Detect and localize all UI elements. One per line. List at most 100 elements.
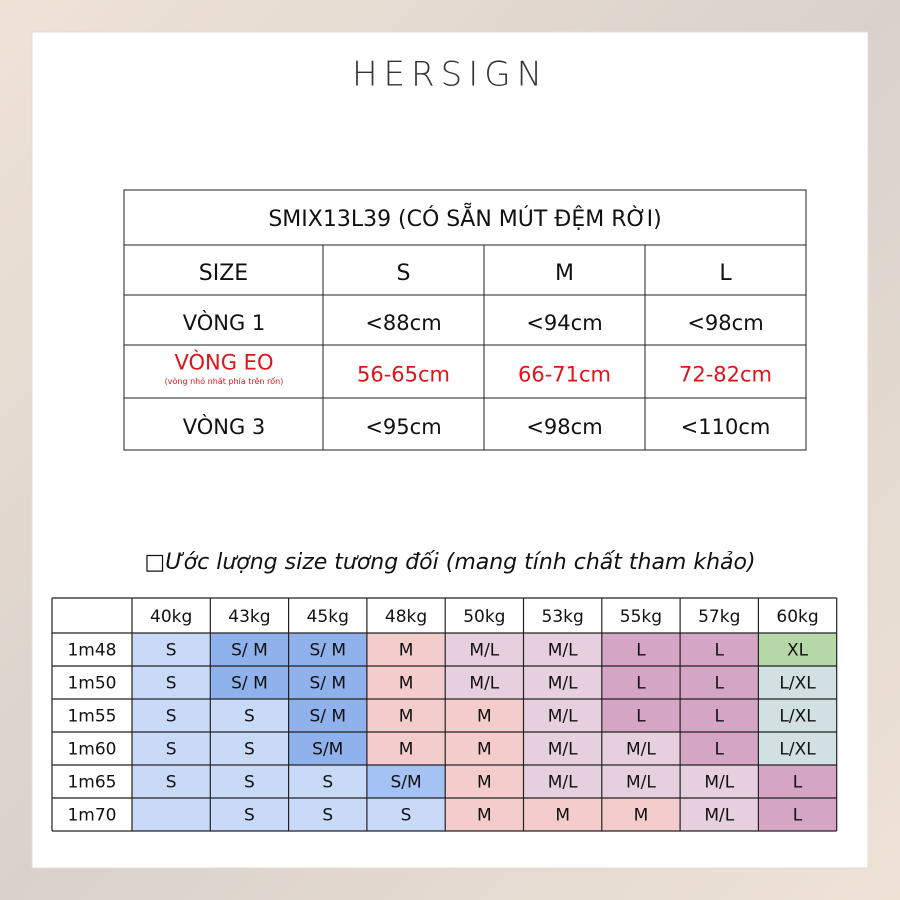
size-cell: L xyxy=(636,641,646,661)
size-cell: S xyxy=(322,773,333,793)
size-cell-bg xyxy=(758,732,837,765)
size-cell: M/L xyxy=(704,773,734,793)
size-cell-bg xyxy=(758,699,837,732)
size-cell-bg xyxy=(601,765,681,798)
measure-value: <88cm xyxy=(365,311,441,335)
size-cell: M/L xyxy=(469,674,499,694)
size-cell: M/L xyxy=(469,641,499,661)
size-cell: L/XL xyxy=(779,707,816,727)
size-cell-bg xyxy=(445,633,524,666)
size-cell: M xyxy=(555,806,570,826)
size-cell: M xyxy=(477,806,492,826)
measure-value: 66-71cm xyxy=(518,363,611,387)
size-cell-bg xyxy=(680,666,759,699)
size-cell: S xyxy=(166,707,177,727)
size-cell: M xyxy=(399,674,414,694)
size-cell-bg xyxy=(680,633,759,666)
size-cell-bg xyxy=(210,666,289,699)
size-cell-bg xyxy=(523,765,602,798)
size-cell: M/L xyxy=(704,806,734,826)
brand-logo: HERSIGN xyxy=(352,55,548,95)
height-label: 1m65 xyxy=(67,773,116,793)
size-cell: L xyxy=(793,773,803,793)
size-cell-bg xyxy=(288,732,367,765)
size-cell: S xyxy=(244,806,255,826)
size-cell: M/L xyxy=(548,641,578,661)
size-cell: M/L xyxy=(548,707,578,727)
size-cell: S xyxy=(322,806,333,826)
weight-header: 48kg xyxy=(385,607,427,627)
size-cell: M/L xyxy=(626,740,656,760)
size-cell: S/M xyxy=(312,740,343,760)
size-cell-bg xyxy=(445,765,524,798)
size-cell: S xyxy=(401,806,412,826)
size-cell-bg xyxy=(680,699,759,732)
size-cell-bg xyxy=(601,666,681,699)
size-cell: M/L xyxy=(548,674,578,694)
size-cell: L xyxy=(636,674,646,694)
size-cell-bg xyxy=(758,633,837,666)
size-cell-bg xyxy=(366,732,446,765)
size-cell: S xyxy=(166,641,177,661)
size-cell: L xyxy=(715,641,725,661)
size-cell: M xyxy=(399,707,414,727)
measure-value: <98cm xyxy=(687,311,763,335)
size-cell-bg xyxy=(680,765,759,798)
size-cell-bg xyxy=(288,666,367,699)
size-cell-bg xyxy=(366,798,446,831)
size-cell-bg xyxy=(210,633,289,666)
size-cell-bg xyxy=(366,666,446,699)
size-cell-bg xyxy=(132,765,211,798)
size-cell-bg xyxy=(523,798,602,831)
size-cell-bg xyxy=(523,699,602,732)
weight-header: 45kg xyxy=(307,607,349,627)
size-cell: L xyxy=(715,674,725,694)
size-cell: S xyxy=(244,707,255,727)
weight-header: 43kg xyxy=(228,607,270,627)
measure-label: VÒNG 3 xyxy=(183,414,266,439)
measure-value: <94cm xyxy=(526,311,602,335)
height-label: 1m48 xyxy=(67,641,116,661)
size-cell-bg xyxy=(210,732,289,765)
size-cell-bg xyxy=(132,633,211,666)
size-cell-bg xyxy=(758,798,837,831)
size-cell: S xyxy=(166,674,177,694)
measure-value: <110cm xyxy=(681,415,771,439)
estimate-heading: □Ước lượng size tương đối (mang tính chấ… xyxy=(144,550,755,575)
size-cell: M xyxy=(634,806,649,826)
size-cell: M xyxy=(477,707,492,727)
size-cell: M/L xyxy=(626,773,656,793)
size-cell-bg xyxy=(523,666,602,699)
size-cell: M xyxy=(399,740,414,760)
weight-header: 40kg xyxy=(150,607,192,627)
size-cell-bg xyxy=(132,666,211,699)
size-cell: S xyxy=(244,740,255,760)
size-cell: L xyxy=(636,707,646,727)
size-cell: S/ M xyxy=(231,641,268,661)
size-cell-bg xyxy=(366,699,446,732)
sizing-title: SMIX13L39 (CÓ SẴN MÚT ĐỆM RỜI) xyxy=(268,203,661,232)
size-cell: S/ M xyxy=(231,674,268,694)
size-cell: S xyxy=(166,773,177,793)
size-cell: S xyxy=(244,773,255,793)
size-cell-bg xyxy=(758,765,837,798)
size-cell-bg xyxy=(758,666,837,699)
size-cell: M xyxy=(477,773,492,793)
size-cell-bg xyxy=(523,732,602,765)
measure-value: <98cm xyxy=(526,415,602,439)
size-cell: L xyxy=(715,740,725,760)
measure-label: VÒNG EO xyxy=(175,350,274,375)
height-label: 1m55 xyxy=(67,707,116,727)
size-cell-bg xyxy=(132,732,211,765)
size-cell: S/ M xyxy=(309,641,346,661)
measure-value: 56-65cm xyxy=(357,363,450,387)
size-header: SIZE xyxy=(199,261,248,286)
size-cell-bg xyxy=(680,798,759,831)
size-cell: M xyxy=(477,740,492,760)
size-cell-bg xyxy=(210,765,289,798)
size-cell-bg xyxy=(288,765,367,798)
size-cell: S/ M xyxy=(309,707,346,727)
weight-header: 60kg xyxy=(776,607,818,627)
size-cell: M/L xyxy=(548,773,578,793)
size-cell-bg xyxy=(445,666,524,699)
